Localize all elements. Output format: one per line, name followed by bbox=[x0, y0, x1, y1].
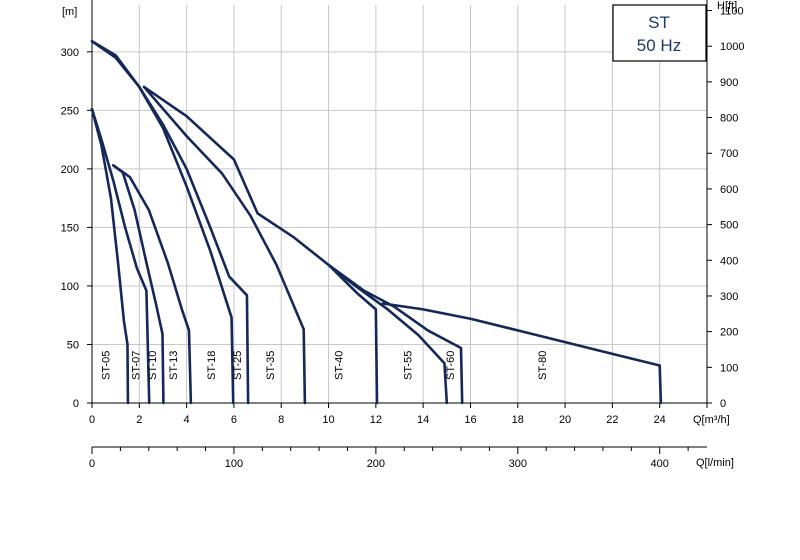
y-left-tick-label: 200 bbox=[61, 164, 79, 176]
x-secondary-unit-label: Q[l/min] bbox=[696, 457, 734, 469]
curve-st-05 bbox=[90, 107, 130, 405]
x-main-tick-label: 14 bbox=[417, 414, 429, 426]
curve-label-st-60: ST-60 bbox=[445, 351, 457, 380]
y-left-tick-label: 150 bbox=[61, 222, 79, 234]
x-main-tick-label: 18 bbox=[512, 414, 524, 426]
x-main-tick-label: 10 bbox=[322, 414, 334, 426]
curve-label-st-07: ST-07 bbox=[130, 351, 142, 380]
x-secondary-tick-label: 300 bbox=[509, 458, 527, 470]
y-left-tick-label: 0 bbox=[73, 398, 79, 410]
curve-label-st-80: ST-80 bbox=[537, 351, 549, 380]
curve-label-st-55: ST-55 bbox=[402, 351, 414, 380]
y-right-tick-label: 700 bbox=[720, 148, 738, 160]
x-secondary-tick-label: 100 bbox=[225, 458, 243, 470]
x-main-tick-label: 0 bbox=[89, 414, 95, 426]
y-left-tick-label: 100 bbox=[61, 281, 79, 293]
x-main-tick-label: 2 bbox=[136, 414, 142, 426]
curve-st-35 bbox=[142, 85, 307, 405]
x-main-tick-label: 24 bbox=[654, 414, 666, 426]
legend-line-2: 50 Hz bbox=[637, 36, 681, 55]
x-secondary-tick-label: 200 bbox=[367, 458, 385, 470]
curve-st-25 bbox=[90, 39, 250, 405]
legend-box bbox=[612, 4, 707, 62]
y-right-tick-label: 300 bbox=[720, 291, 738, 303]
curve-label-st-25: ST-25 bbox=[232, 351, 244, 380]
legend-line-1: ST bbox=[648, 13, 670, 32]
y-right-tick-label: 100 bbox=[720, 362, 738, 374]
x-main-tick-label: 16 bbox=[464, 414, 476, 426]
y-right-tick-label: 0 bbox=[720, 398, 726, 410]
x-main-tick-label: 22 bbox=[606, 414, 618, 426]
curve-st-60 bbox=[327, 263, 464, 405]
y-right-tick-label: 800 bbox=[720, 113, 738, 125]
y-left-tick-label: 50 bbox=[67, 339, 79, 351]
curve-label-st-35: ST-35 bbox=[265, 351, 277, 380]
x-secondary-tick-label: 0 bbox=[89, 458, 95, 470]
y-right-unit-label: H[ft] bbox=[717, 0, 737, 12]
x-main-tick-label: 20 bbox=[559, 414, 571, 426]
x-main-tick-label: 8 bbox=[278, 414, 284, 426]
curve-st-13 bbox=[111, 164, 193, 405]
x-main-tick-label: 12 bbox=[370, 414, 382, 426]
y-right-tick-label: 900 bbox=[720, 77, 738, 89]
x-secondary-tick-label: 400 bbox=[651, 458, 669, 470]
curve-label-st-18: ST-18 bbox=[206, 351, 218, 380]
curve-st-07 bbox=[90, 107, 151, 405]
x-main-tick-label: 6 bbox=[231, 414, 237, 426]
curve-label-st-40: ST-40 bbox=[334, 351, 346, 380]
curve-label-st-13: ST-13 bbox=[168, 351, 180, 380]
y-right-tick-label: 1000 bbox=[720, 41, 744, 53]
curve-st-40 bbox=[142, 85, 379, 405]
y-right-tick-label: 200 bbox=[720, 327, 738, 339]
curve-st-80 bbox=[381, 302, 663, 405]
y-right-tick-label: 500 bbox=[720, 220, 738, 232]
y-right-tick-label: 600 bbox=[720, 184, 738, 196]
curve-label-st-10: ST-10 bbox=[147, 351, 159, 380]
y-left-unit-label: [m] bbox=[62, 6, 77, 18]
x-main-tick-label: 4 bbox=[184, 414, 190, 426]
y-left-tick-label: 250 bbox=[61, 105, 79, 117]
y-left-tick-label: 300 bbox=[61, 47, 79, 59]
y-right-tick-label: 1100 bbox=[720, 6, 744, 18]
y-right-tick-label: 400 bbox=[720, 255, 738, 267]
curve-label-st-05: ST-05 bbox=[101, 351, 113, 380]
x-main-unit-label: Q[m³/h] bbox=[693, 414, 730, 426]
